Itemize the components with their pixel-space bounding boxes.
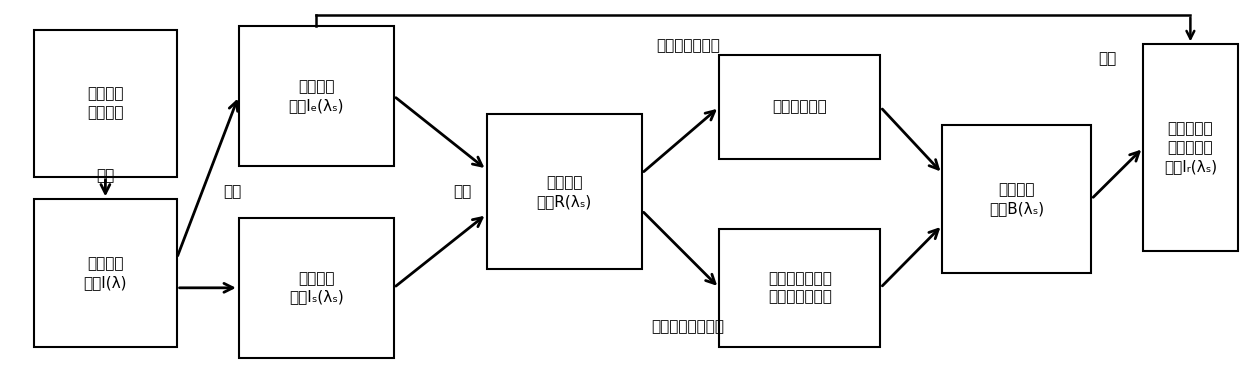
Text: 原始拉曼
光谱I(λ): 原始拉曼 光谱I(λ) — [83, 256, 128, 290]
Bar — [35, 199, 177, 347]
Text: 位移拉曼
光谱Iₛ(λₛ): 位移拉曼 光谱Iₛ(λₛ) — [289, 271, 343, 305]
Bar — [238, 26, 394, 166]
Text: 估计荧光
背景B(λₛ): 估计荧光 背景B(λₛ) — [990, 182, 1044, 216]
Text: 拉曼信号区域: 拉曼信号区域 — [773, 100, 827, 114]
Text: 分段进行直线拟合: 分段进行直线拟合 — [652, 319, 724, 334]
Bar — [486, 114, 642, 269]
Text: 去除荧光背
景后的拉曼
光谱Iᵣ(λₛ): 去除荧光背 景后的拉曼 光谱Iᵣ(λₛ) — [1164, 121, 1216, 174]
Text: 将拉曼光谱划分
为若干光谱区域: 将拉曼光谱划分 为若干光谱区域 — [768, 271, 832, 305]
Bar — [942, 125, 1091, 273]
Bar — [238, 218, 394, 358]
Bar — [719, 55, 880, 159]
Bar — [35, 30, 177, 177]
Text: 测量: 测量 — [97, 168, 114, 183]
Text: 位移拉曼
除谱R(λₛ): 位移拉曼 除谱R(λₛ) — [537, 175, 591, 209]
Text: 拉曼光谱
测量系统: 拉曼光谱 测量系统 — [87, 86, 124, 120]
Bar — [719, 229, 880, 347]
Text: 平移: 平移 — [223, 184, 241, 199]
Text: 相减: 相减 — [1099, 52, 1116, 66]
Bar — [1143, 44, 1238, 251]
Text: 匹配拉曼
光谱Iₑ(λₛ): 匹配拉曼 光谱Iₑ(λₛ) — [289, 79, 343, 113]
Text: 相除: 相除 — [454, 184, 471, 199]
Text: 观察正负峰位置: 观察正负峰位置 — [656, 39, 720, 54]
